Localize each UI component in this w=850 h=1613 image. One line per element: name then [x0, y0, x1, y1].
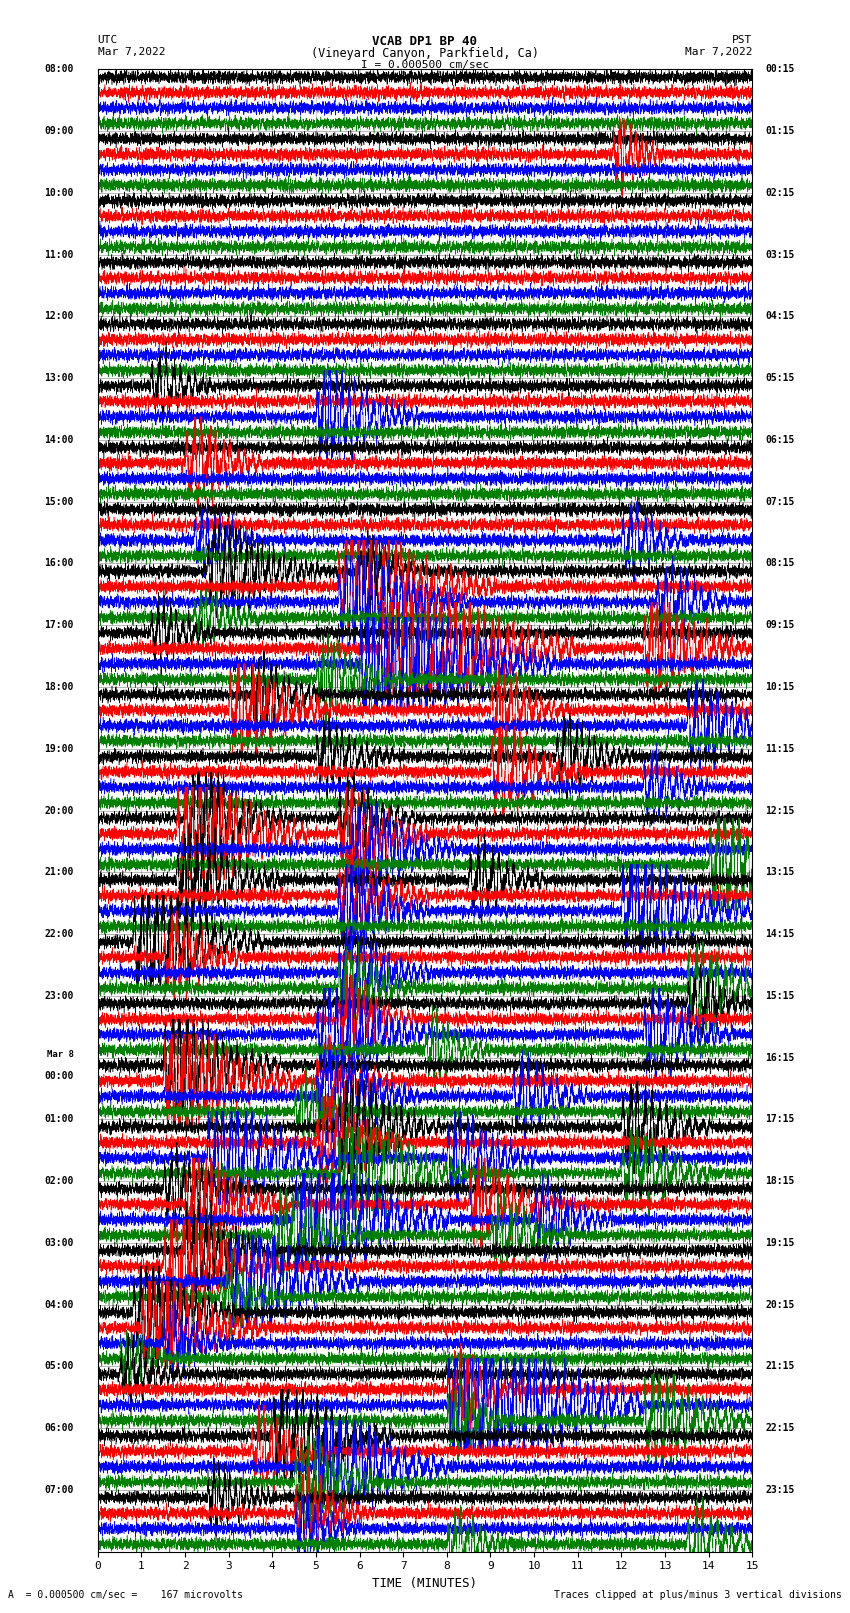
Text: 19:00: 19:00	[44, 744, 74, 753]
Text: 12:00: 12:00	[44, 311, 74, 321]
Text: 18:15: 18:15	[765, 1176, 795, 1186]
Text: 11:15: 11:15	[765, 744, 795, 753]
Text: A  = 0.000500 cm/sec =    167 microvolts: A = 0.000500 cm/sec = 167 microvolts	[8, 1590, 243, 1600]
Text: 17:15: 17:15	[765, 1115, 795, 1124]
Text: 02:15: 02:15	[765, 187, 795, 198]
X-axis label: TIME (MINUTES): TIME (MINUTES)	[372, 1578, 478, 1590]
Text: I = 0.000500 cm/sec: I = 0.000500 cm/sec	[361, 60, 489, 69]
Text: 01:00: 01:00	[44, 1115, 74, 1124]
Text: 08:15: 08:15	[765, 558, 795, 568]
Text: 12:15: 12:15	[765, 805, 795, 816]
Text: 04:00: 04:00	[44, 1300, 74, 1310]
Text: 13:00: 13:00	[44, 373, 74, 384]
Text: 07:15: 07:15	[765, 497, 795, 506]
Text: Mar 7,2022: Mar 7,2022	[685, 47, 752, 56]
Text: 13:15: 13:15	[765, 868, 795, 877]
Text: 10:15: 10:15	[765, 682, 795, 692]
Text: PST: PST	[732, 35, 752, 45]
Text: VCAB DP1 BP 40: VCAB DP1 BP 40	[372, 35, 478, 48]
Text: 15:00: 15:00	[44, 497, 74, 506]
Text: 07:00: 07:00	[44, 1486, 74, 1495]
Text: 23:15: 23:15	[765, 1486, 795, 1495]
Text: 05:15: 05:15	[765, 373, 795, 384]
Text: UTC: UTC	[98, 35, 118, 45]
Text: 09:15: 09:15	[765, 621, 795, 631]
Text: 04:15: 04:15	[765, 311, 795, 321]
Text: 19:15: 19:15	[765, 1237, 795, 1248]
Text: 06:00: 06:00	[44, 1423, 74, 1434]
Text: 11:00: 11:00	[44, 250, 74, 260]
Text: (Vineyard Canyon, Parkfield, Ca): (Vineyard Canyon, Parkfield, Ca)	[311, 47, 539, 60]
Text: 14:00: 14:00	[44, 436, 74, 445]
Text: 22:00: 22:00	[44, 929, 74, 939]
Text: 10:00: 10:00	[44, 187, 74, 198]
Text: 21:15: 21:15	[765, 1361, 795, 1371]
Text: 18:00: 18:00	[44, 682, 74, 692]
Text: 03:15: 03:15	[765, 250, 795, 260]
Text: 03:00: 03:00	[44, 1237, 74, 1248]
Text: Mar 7,2022: Mar 7,2022	[98, 47, 165, 56]
Text: 20:15: 20:15	[765, 1300, 795, 1310]
Text: 02:00: 02:00	[44, 1176, 74, 1186]
Text: 16:00: 16:00	[44, 558, 74, 568]
Text: 20:00: 20:00	[44, 805, 74, 816]
Text: 00:15: 00:15	[765, 65, 795, 74]
Text: 01:15: 01:15	[765, 126, 795, 135]
Text: Traces clipped at plus/minus 3 vertical divisions: Traces clipped at plus/minus 3 vertical …	[553, 1590, 842, 1600]
Text: 21:00: 21:00	[44, 868, 74, 877]
Text: 15:15: 15:15	[765, 990, 795, 1000]
Text: 17:00: 17:00	[44, 621, 74, 631]
Text: 08:00: 08:00	[44, 65, 74, 74]
Text: 16:15: 16:15	[765, 1053, 795, 1063]
Text: Mar 8: Mar 8	[47, 1050, 74, 1060]
Text: 09:00: 09:00	[44, 126, 74, 135]
Text: 22:15: 22:15	[765, 1423, 795, 1434]
Text: 06:15: 06:15	[765, 436, 795, 445]
Text: 14:15: 14:15	[765, 929, 795, 939]
Text: 00:00: 00:00	[44, 1060, 74, 1081]
Text: 05:00: 05:00	[44, 1361, 74, 1371]
Text: 23:00: 23:00	[44, 990, 74, 1000]
